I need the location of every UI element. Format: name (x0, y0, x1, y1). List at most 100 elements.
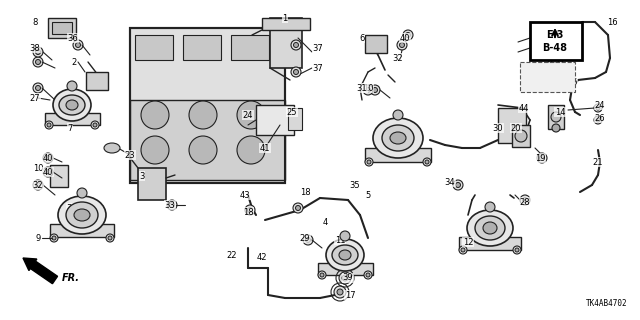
Circle shape (296, 205, 301, 211)
Text: 2: 2 (72, 58, 77, 67)
Circle shape (364, 271, 372, 279)
Bar (45, 113, 100, 125)
Text: 11: 11 (335, 236, 345, 244)
Circle shape (372, 87, 378, 92)
Circle shape (291, 67, 301, 77)
Text: 41: 41 (260, 143, 270, 153)
Circle shape (67, 81, 77, 91)
Bar (262, 18, 310, 30)
Text: 40: 40 (43, 154, 53, 163)
Circle shape (485, 202, 495, 212)
Text: 38: 38 (29, 44, 40, 52)
Bar (530, 22, 582, 60)
Ellipse shape (483, 222, 497, 234)
Circle shape (342, 275, 348, 281)
Circle shape (294, 43, 298, 47)
Ellipse shape (390, 132, 406, 144)
Circle shape (537, 153, 547, 163)
Circle shape (320, 273, 324, 277)
Text: 24: 24 (595, 100, 605, 109)
Circle shape (520, 195, 530, 205)
Circle shape (76, 43, 81, 47)
Circle shape (596, 118, 600, 122)
Ellipse shape (66, 202, 98, 228)
Text: 31: 31 (67, 204, 77, 212)
Bar (520, 62, 575, 92)
Text: 10: 10 (33, 164, 44, 172)
Circle shape (167, 200, 177, 210)
Text: 12: 12 (463, 237, 473, 246)
Circle shape (363, 85, 373, 95)
Text: TK4AB4702: TK4AB4702 (586, 299, 628, 308)
Bar (270, 18, 302, 68)
Circle shape (93, 123, 97, 127)
Circle shape (35, 85, 40, 91)
Ellipse shape (332, 245, 358, 265)
Text: 17: 17 (345, 291, 355, 300)
Text: 4: 4 (323, 218, 328, 227)
Text: E-3: E-3 (547, 30, 564, 40)
Text: 32: 32 (393, 53, 403, 62)
Ellipse shape (382, 125, 414, 151)
Ellipse shape (339, 250, 351, 260)
Circle shape (73, 40, 83, 50)
Bar (52, 22, 72, 34)
Text: 8: 8 (32, 18, 38, 27)
Ellipse shape (58, 196, 106, 234)
Text: 16: 16 (607, 18, 618, 27)
Circle shape (70, 207, 74, 212)
Text: 26: 26 (595, 114, 605, 123)
Text: 31: 31 (356, 84, 367, 92)
Circle shape (47, 123, 51, 127)
Bar (135, 35, 173, 60)
Circle shape (367, 160, 371, 164)
Ellipse shape (53, 89, 91, 121)
Text: 21: 21 (593, 157, 604, 166)
Circle shape (43, 153, 53, 163)
Circle shape (45, 156, 51, 161)
Text: 6: 6 (359, 34, 365, 43)
Circle shape (334, 286, 346, 298)
Circle shape (245, 205, 255, 215)
Circle shape (248, 207, 253, 212)
Bar (365, 148, 431, 162)
Bar (365, 35, 387, 53)
Circle shape (303, 235, 313, 245)
Text: 39: 39 (342, 274, 353, 283)
Bar (288, 108, 302, 130)
Ellipse shape (475, 216, 505, 240)
Text: 20: 20 (511, 124, 521, 132)
Text: 10: 10 (363, 84, 373, 92)
Bar (130, 28, 285, 183)
Text: 18: 18 (300, 188, 310, 196)
Bar (548, 105, 564, 129)
Text: 5: 5 (365, 190, 371, 199)
Ellipse shape (467, 210, 513, 246)
Text: 40: 40 (400, 34, 410, 43)
Ellipse shape (104, 143, 120, 153)
Bar (48, 18, 76, 38)
Text: 28: 28 (520, 197, 531, 206)
Circle shape (189, 101, 217, 129)
Circle shape (513, 246, 521, 254)
Circle shape (594, 104, 602, 112)
Bar (50, 224, 114, 237)
Circle shape (50, 234, 58, 242)
Circle shape (340, 231, 350, 241)
FancyArrow shape (23, 258, 58, 284)
Circle shape (45, 170, 51, 174)
Text: 23: 23 (125, 150, 135, 159)
Bar (256, 105, 294, 135)
Text: 9: 9 (35, 234, 40, 243)
Circle shape (365, 87, 371, 92)
Text: B-48: B-48 (543, 43, 568, 53)
Circle shape (67, 205, 77, 215)
Text: 7: 7 (67, 124, 73, 132)
Circle shape (237, 101, 265, 129)
Circle shape (366, 273, 370, 277)
Text: 42: 42 (257, 253, 268, 262)
Circle shape (459, 246, 467, 254)
Text: 27: 27 (29, 93, 40, 102)
Circle shape (423, 158, 431, 166)
Circle shape (106, 234, 114, 242)
